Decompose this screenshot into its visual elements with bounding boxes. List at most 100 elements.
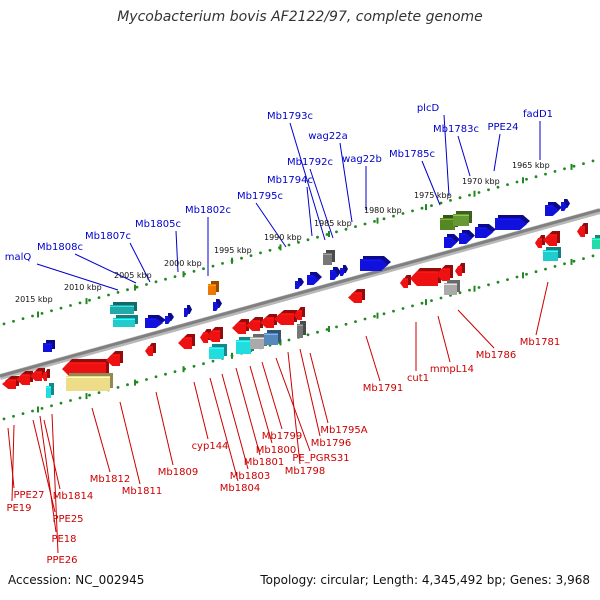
- gene-feature[interactable]: [453, 211, 472, 226]
- gene-label: PPE27: [13, 490, 44, 501]
- gene-feature[interactable]: [30, 368, 45, 381]
- guide-dot: [202, 362, 205, 366]
- guide-dot: [401, 307, 405, 310]
- gene-feature[interactable]: [209, 344, 227, 359]
- gene-feature[interactable]: [294, 307, 305, 320]
- gene-feature[interactable]: [400, 275, 411, 288]
- gene-feature[interactable]: [43, 340, 55, 352]
- gene-label: Mb1802c: [185, 205, 231, 216]
- gene-feature[interactable]: [246, 317, 263, 331]
- guide-dot: [12, 319, 15, 323]
- gene-feature[interactable]: [145, 343, 156, 356]
- gene-label: Mb1786: [476, 350, 516, 361]
- guide-dot: [439, 296, 443, 300]
- guide-dot: [534, 270, 538, 274]
- gene-feature[interactable]: [232, 319, 249, 334]
- gene-feature[interactable]: [16, 371, 33, 385]
- gene-feature[interactable]: [459, 230, 475, 244]
- gene-feature[interactable]: [535, 235, 545, 248]
- guide-dot: [325, 328, 329, 331]
- guide-dot: [544, 267, 547, 271]
- gene-feature[interactable]: [360, 256, 391, 271]
- gene-feature[interactable]: [410, 268, 441, 286]
- gene-feature[interactable]: [323, 250, 335, 265]
- gene-features[interactable]: [2, 199, 600, 398]
- gene-feature[interactable]: [46, 383, 54, 398]
- guide-dot: [40, 312, 44, 315]
- leader-line: [309, 352, 329, 424]
- gene-feature[interactable]: [145, 315, 166, 328]
- gene-feature[interactable]: [455, 263, 465, 276]
- leader-line: [129, 242, 151, 283]
- gene-feature[interactable]: [444, 280, 460, 295]
- guide-dot: [439, 201, 443, 205]
- gene-label: cyp144: [192, 441, 229, 452]
- gene-feature[interactable]: [592, 235, 600, 249]
- guide-dot: [173, 275, 177, 278]
- gene-label: Mb1804: [220, 483, 260, 494]
- gene-feature[interactable]: [577, 223, 588, 237]
- gene-feature[interactable]: [184, 305, 192, 317]
- scale-tick-label: 2005 kbp: [114, 271, 152, 280]
- guide-dot: [363, 317, 367, 321]
- gene-label: Mb1809: [158, 467, 198, 478]
- guide-dot: [31, 409, 34, 413]
- gene-feature[interactable]: [444, 234, 460, 248]
- gene-feature[interactable]: [297, 321, 306, 338]
- gene-label: PPE25: [52, 514, 83, 525]
- guide-dot: [373, 315, 376, 318]
- gene-feature[interactable]: [348, 289, 365, 303]
- gene-feature[interactable]: [543, 231, 560, 246]
- gene-label: Mb1807c: [85, 231, 131, 242]
- guide-dot: [420, 301, 424, 305]
- gene-feature[interactable]: [436, 265, 453, 281]
- gene-feature[interactable]: [260, 314, 277, 328]
- gene-feature[interactable]: [340, 265, 348, 276]
- gene-feature[interactable]: [274, 310, 297, 325]
- guide-dot: [116, 386, 120, 389]
- gene-feature[interactable]: [250, 334, 267, 349]
- gene-feature[interactable]: [330, 267, 341, 280]
- guide-dot: [563, 167, 566, 171]
- scale-tick-labels: 2015 kbp 2010 kbp 2005 kbp 2000 kbp 1995 kbp…: [15, 161, 550, 304]
- gene-feature[interactable]: [264, 330, 281, 345]
- gene-feature[interactable]: [206, 327, 223, 342]
- guide-dot: [506, 183, 509, 187]
- leader-line: [289, 122, 326, 241]
- gene-feature[interactable]: [561, 199, 570, 211]
- gene-feature[interactable]: [545, 202, 562, 216]
- guide-dot: [259, 251, 262, 255]
- gene-feature[interactable]: [106, 351, 123, 366]
- gene-feature[interactable]: [178, 334, 195, 349]
- gene-feature[interactable]: [208, 281, 219, 295]
- leader-line: [299, 348, 321, 437]
- leader-line: [36, 263, 119, 291]
- guide-dot: [50, 404, 53, 408]
- gene-feature[interactable]: [113, 315, 138, 327]
- leader-line: [51, 413, 59, 554]
- guide-dot: [582, 257, 585, 260]
- gene-feature[interactable]: [475, 224, 496, 238]
- gene-feature[interactable]: [213, 299, 222, 311]
- gene-feature[interactable]: [165, 313, 174, 324]
- gene-feature[interactable]: [495, 215, 530, 230]
- guide-dot: [154, 280, 158, 284]
- gene-feature[interactable]: [66, 373, 113, 391]
- gene-feature[interactable]: [2, 376, 19, 389]
- guide-dot: [373, 220, 376, 223]
- guide-dot: [344, 322, 348, 326]
- guide-dot: [249, 254, 253, 257]
- gene-feature[interactable]: [200, 329, 211, 343]
- gene-feature[interactable]: [543, 247, 561, 261]
- gene-feature[interactable]: [62, 359, 109, 376]
- guide-dot: [192, 269, 196, 273]
- guide-dot: [420, 206, 424, 210]
- gene-feature[interactable]: [110, 302, 137, 314]
- guide-dot: [506, 278, 509, 281]
- guide-dot: [306, 333, 310, 337]
- gene-feature[interactable]: [42, 369, 50, 381]
- gene-feature[interactable]: [295, 278, 304, 289]
- scale-tick-label: 1970 kbp: [462, 177, 500, 186]
- gene-feature[interactable]: [307, 272, 322, 285]
